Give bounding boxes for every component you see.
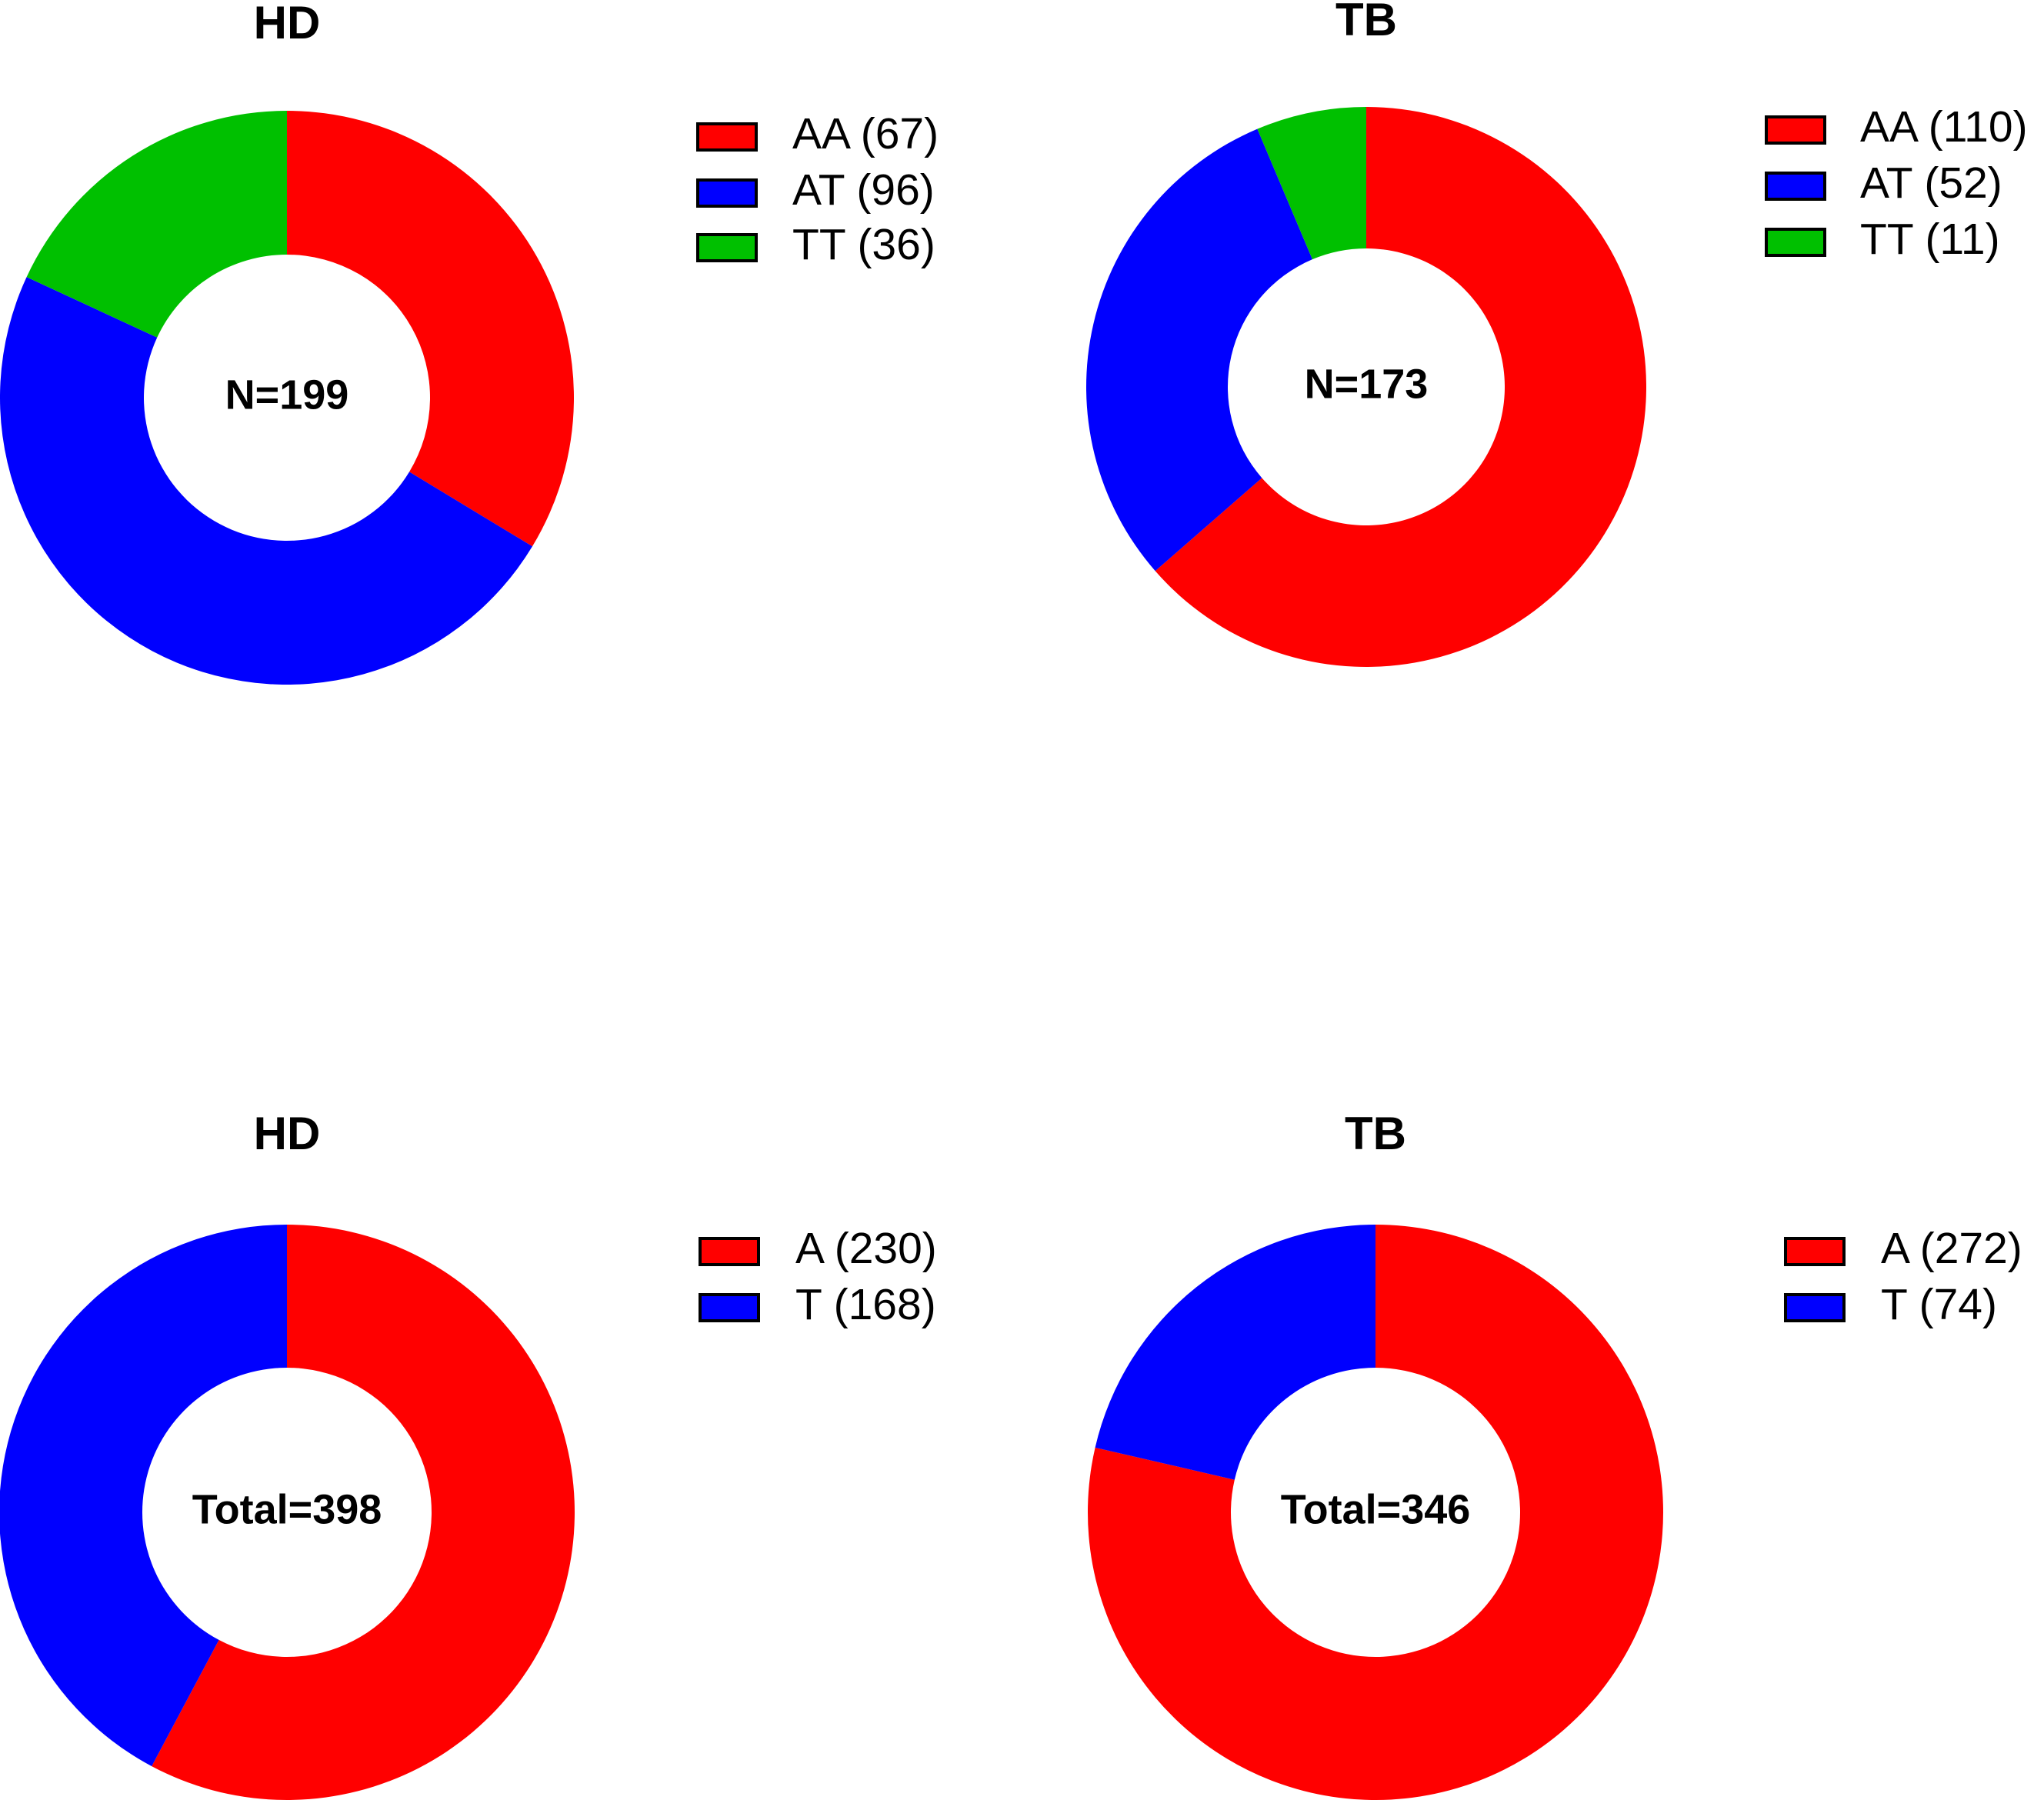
center-label: Total=346 [1281, 1486, 1471, 1532]
donut-wedge [0, 1225, 287, 1767]
legend-label: AT (96) [792, 165, 935, 215]
legend-label: T (168) [795, 1280, 936, 1329]
legend-swatch [1765, 228, 1826, 257]
legend-swatch [699, 1237, 760, 1266]
legend-label: AT (52) [1860, 158, 2002, 208]
donut-wedge [152, 1225, 575, 1800]
legend-label: A (230) [795, 1224, 937, 1273]
legend-label: T (74) [1881, 1280, 1997, 1329]
chart-title: TB [1335, 0, 1397, 45]
donut-wedge [1095, 1225, 1375, 1480]
legend-swatch [696, 122, 758, 152]
chart-title: TB [1345, 1108, 1406, 1159]
legend-label: A (272) [1881, 1224, 2022, 1273]
legend-swatch [699, 1293, 760, 1322]
legend-label: TT (36) [792, 220, 935, 269]
chart-title: HD [254, 0, 321, 48]
legend-label: TT (11) [1860, 215, 2000, 264]
center-label: Total=398 [192, 1486, 382, 1532]
legend-swatch [1784, 1293, 1846, 1322]
legend-swatch [1765, 172, 1826, 201]
donut-wedge [1086, 128, 1312, 572]
donut-wedge [1088, 1225, 1663, 1800]
legend-swatch [696, 178, 758, 208]
legend-label: AA (67) [792, 109, 939, 158]
donut-wedge [287, 111, 574, 547]
chart-title: HD [254, 1108, 321, 1159]
donut-wedge [26, 111, 288, 338]
legend-swatch [696, 233, 758, 262]
legend-swatch [1784, 1237, 1846, 1266]
donut-wedge [0, 277, 533, 685]
legend-swatch [1765, 115, 1826, 145]
legend-label: AA (110) [1860, 102, 2028, 152]
center-label: N=199 [225, 372, 349, 418]
donut-wedge [1155, 107, 1647, 667]
donut-wedge [1257, 107, 1366, 260]
center-label: N=173 [1305, 361, 1429, 407]
